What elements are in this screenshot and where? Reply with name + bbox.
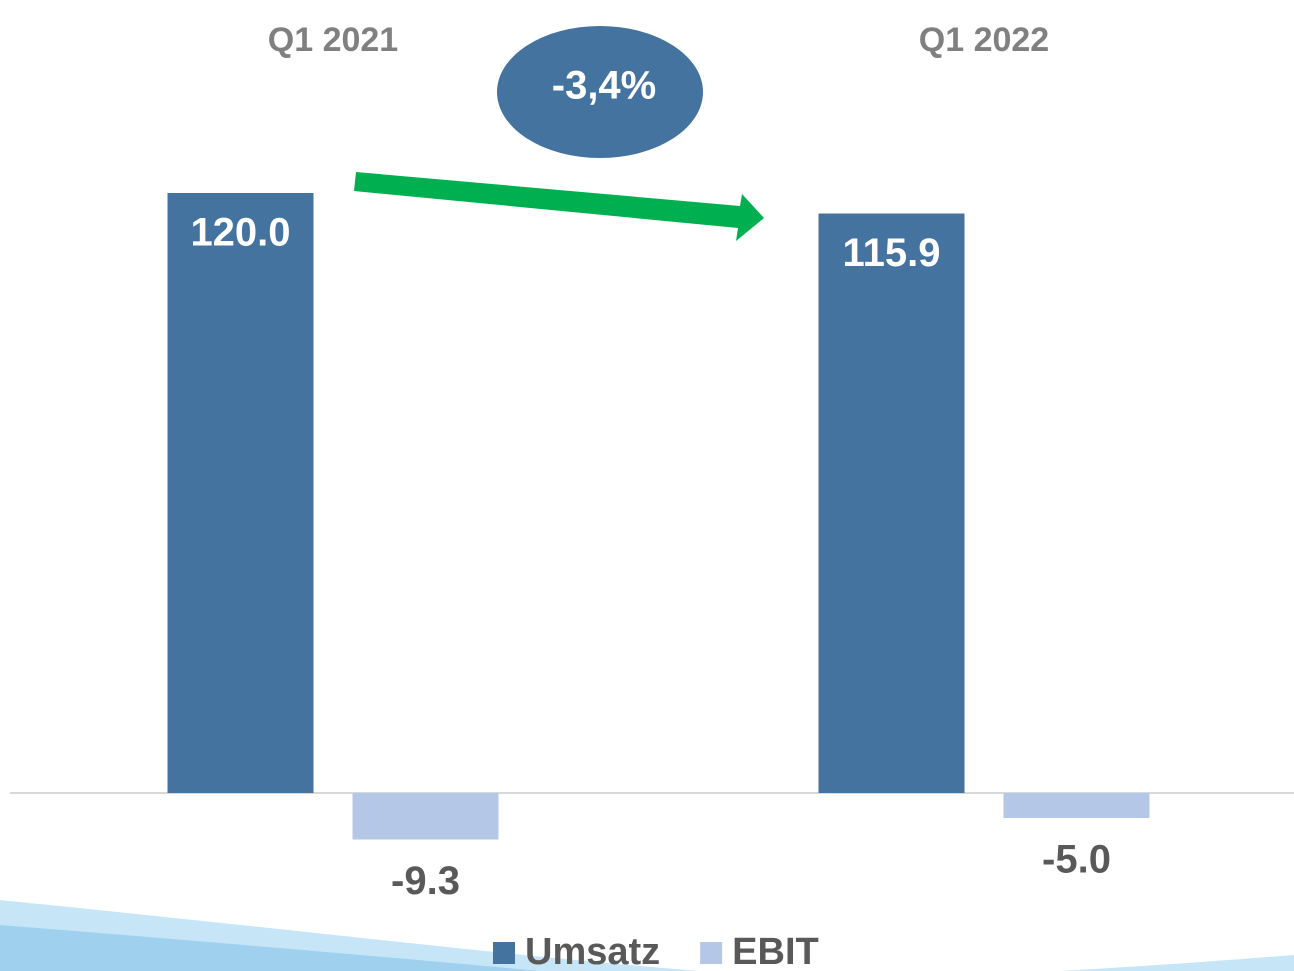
legend-label: EBIT <box>732 931 819 971</box>
value-label: 115.9 <box>843 231 941 275</box>
bar <box>167 193 314 793</box>
decor-swoosh <box>1060 955 1294 971</box>
legend-swatch <box>700 942 723 964</box>
value-label: -5.0 <box>1042 838 1111 882</box>
bar <box>352 793 499 840</box>
bar <box>1003 793 1150 818</box>
value-label: 120.0 <box>190 211 290 255</box>
bar <box>818 213 965 793</box>
trend-arrow <box>354 172 764 241</box>
category-label: Q1 2021 <box>268 21 398 59</box>
decor-swoosh <box>0 925 540 971</box>
value-label: -9.3 <box>391 859 460 903</box>
legend-swatch <box>493 942 515 964</box>
legend-label: Umsatz <box>525 931 660 971</box>
change-bubble <box>497 26 703 158</box>
category-label: Q1 2022 <box>919 21 1049 59</box>
annotation: -3,4% <box>552 64 657 108</box>
